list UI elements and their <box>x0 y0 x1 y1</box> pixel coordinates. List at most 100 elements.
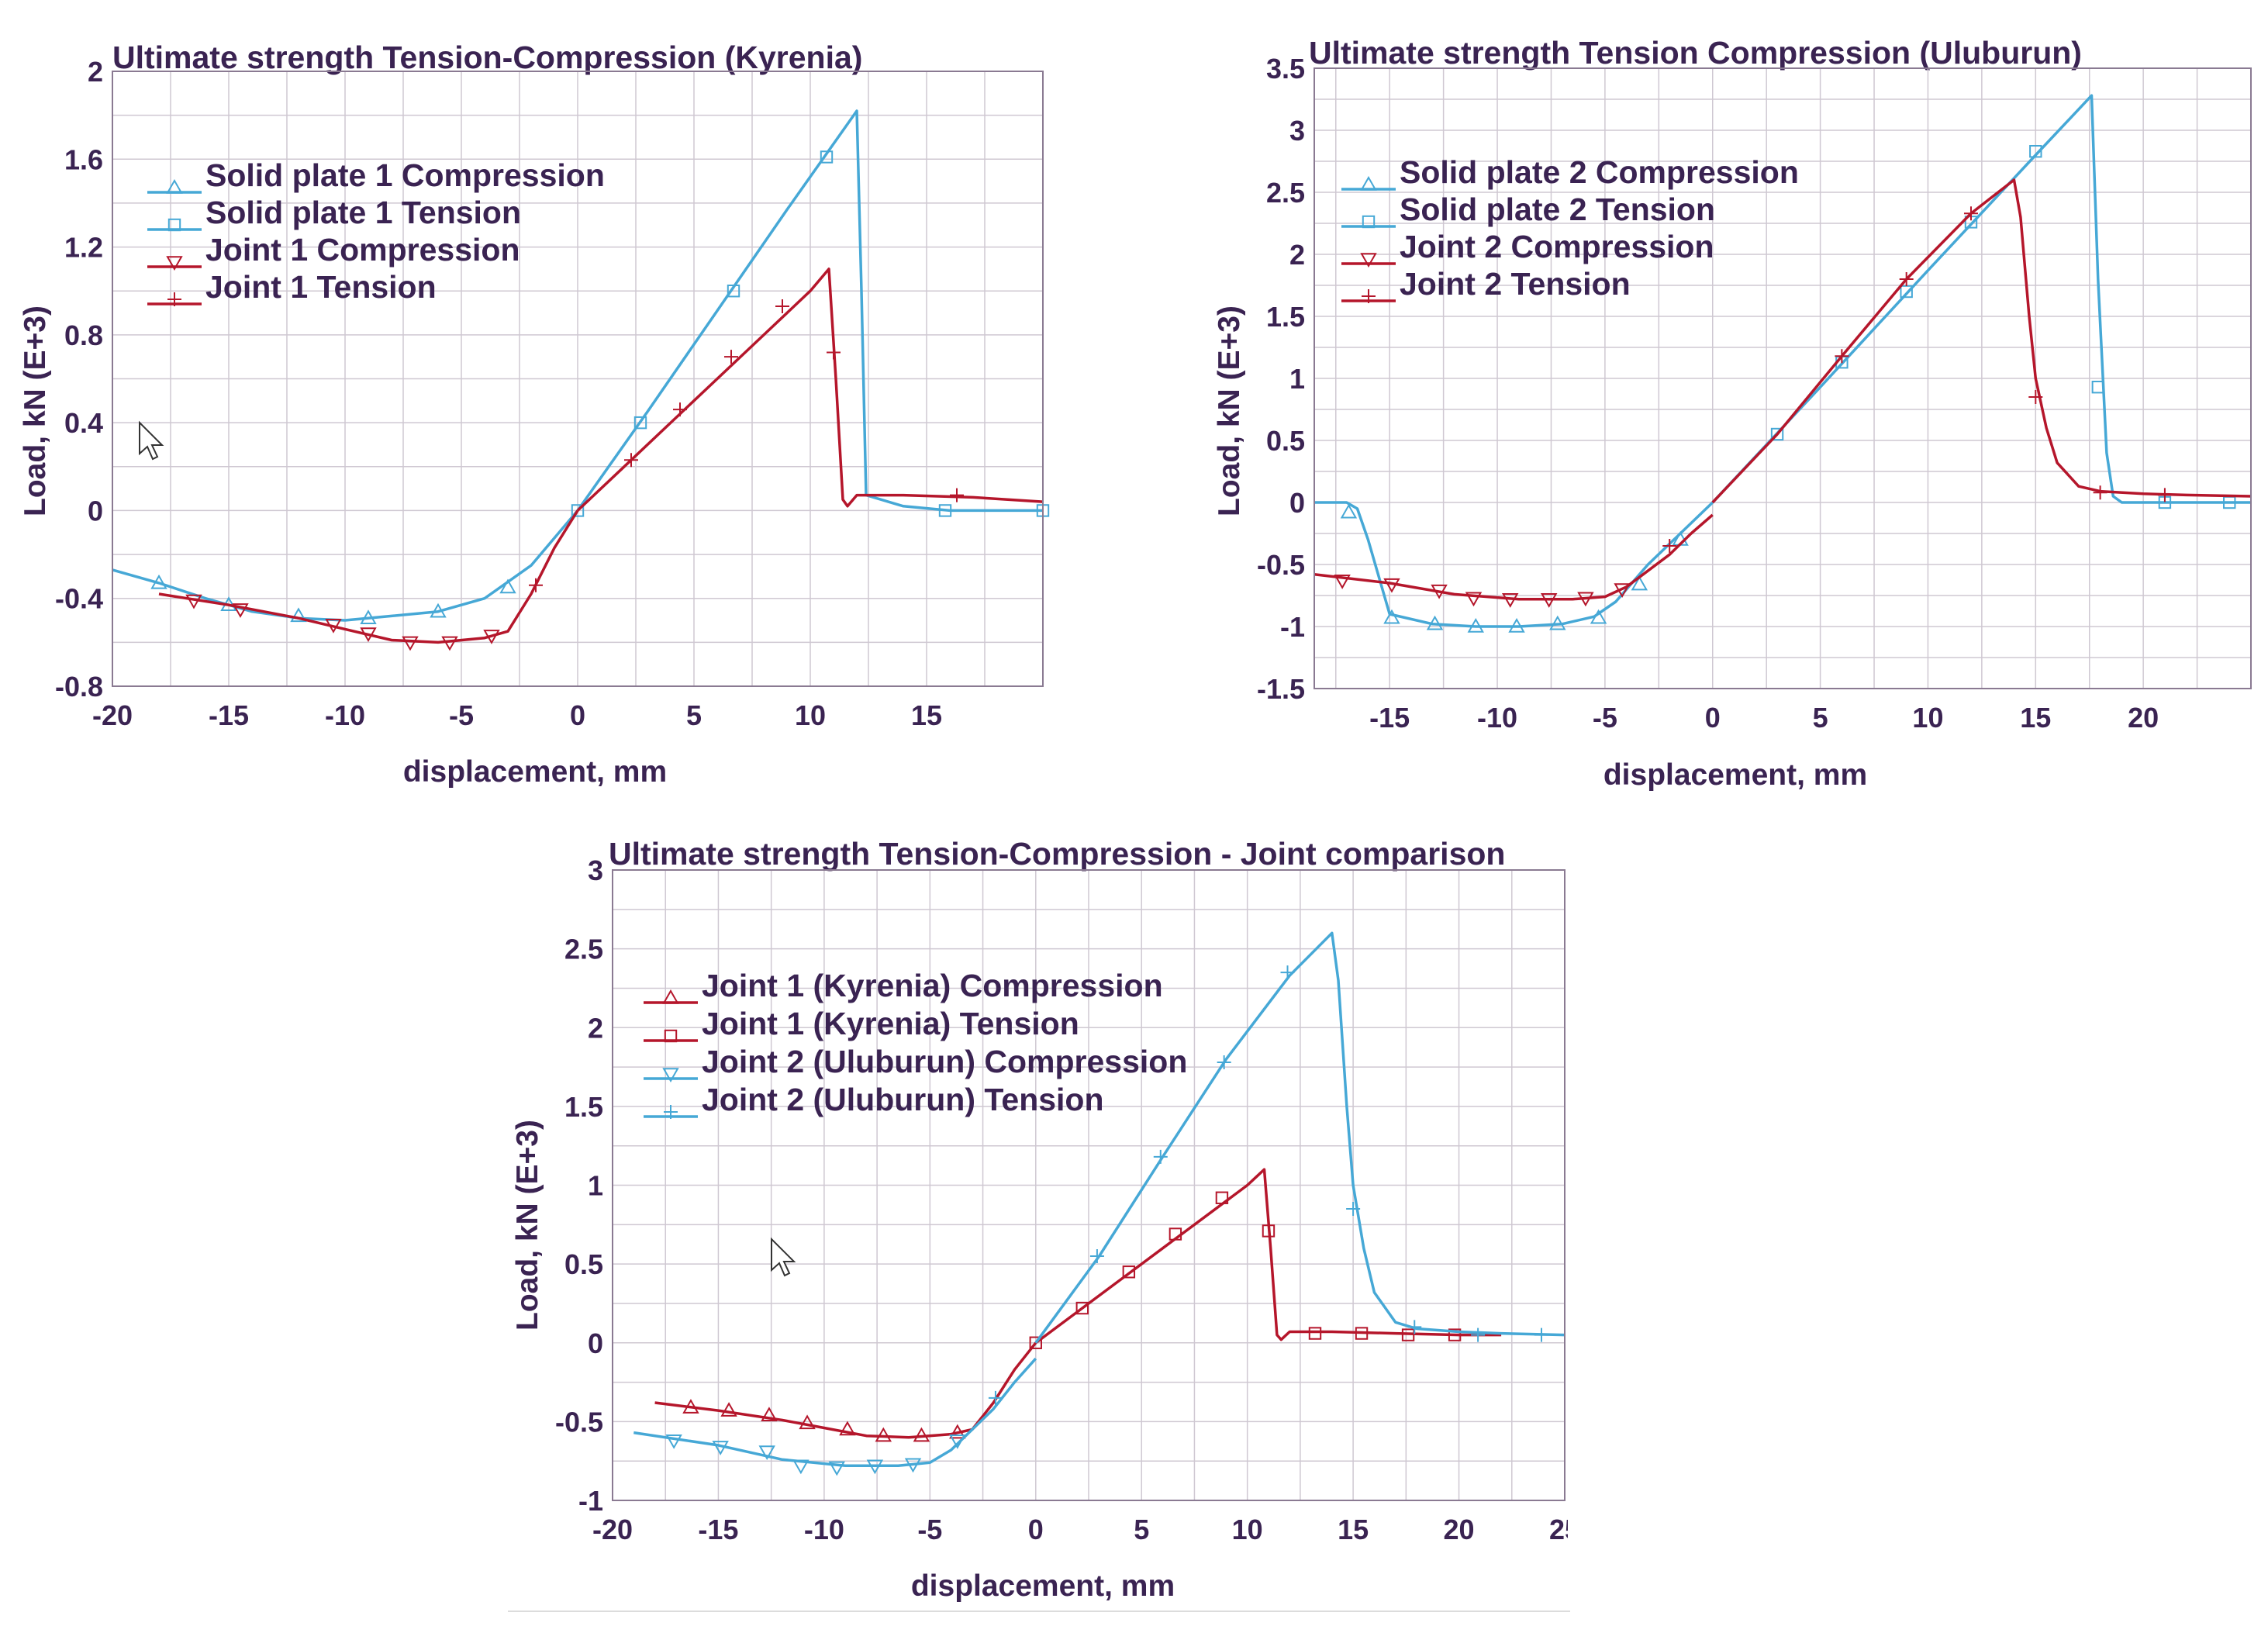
series-point <box>483 630 500 644</box>
y-tick-label: 2.5 <box>1266 177 1305 209</box>
series-point <box>1215 1191 1229 1204</box>
series-point <box>875 1427 892 1442</box>
y-tick-label: 1.6 <box>64 143 103 175</box>
series-point <box>827 345 841 360</box>
series-group <box>1314 94 2252 633</box>
x-tick-label: 20 <box>1444 1514 1475 1545</box>
legend-label: Solid plate 2 Compression <box>1400 154 1799 190</box>
series-point <box>1280 965 1295 980</box>
series-line <box>576 109 1043 513</box>
y-tick-label: 0 <box>88 495 103 526</box>
series-point <box>839 1421 856 1436</box>
y-tick-label: -1.5 <box>1257 673 1305 705</box>
mouse-cursor-icon <box>139 420 164 461</box>
x-tick-label: -10 <box>804 1514 844 1545</box>
series-point <box>185 594 202 609</box>
y-tick-label: 3 <box>1289 115 1305 147</box>
legend-marker <box>167 218 181 232</box>
series-line <box>158 509 579 644</box>
x-axis-label: displacement, mm <box>911 1569 1175 1603</box>
series-point <box>1508 617 1525 633</box>
series-point <box>720 1402 737 1417</box>
series-point <box>1467 617 1484 633</box>
series-point <box>1383 609 1400 624</box>
series-point <box>1401 1328 1415 1341</box>
series-point <box>828 1461 845 1476</box>
series-point <box>913 1427 930 1442</box>
series-point <box>1448 1328 1462 1341</box>
series-point <box>1835 349 1849 364</box>
grid <box>612 869 1566 1501</box>
plot-frame <box>612 869 1566 1501</box>
series-point <box>325 618 342 634</box>
y-tick-label: 0.8 <box>64 319 103 351</box>
series-point <box>2093 485 2107 500</box>
series-point <box>950 488 964 502</box>
series-point <box>1169 1227 1182 1241</box>
legend-marker <box>664 1029 678 1043</box>
legend-marker <box>167 292 181 306</box>
x-axis-label: displacement, mm <box>403 755 667 789</box>
x-tick-label: -20 <box>92 699 133 731</box>
series-point <box>1501 593 1519 608</box>
x-tick-label: -20 <box>592 1514 633 1545</box>
series-point <box>665 1434 682 1449</box>
x-tick-label: 15 <box>2020 702 2051 734</box>
series-point <box>988 1390 1003 1405</box>
series-point <box>866 1459 884 1475</box>
series-point <box>792 1459 810 1475</box>
y-tick-label: -0.5 <box>555 1406 603 1438</box>
series-point <box>1089 1248 1104 1263</box>
chart-kyrenia: Ultimate strength Tension-Compression (K… <box>19 40 1050 789</box>
axis-ticks: -20 -15 -10 -5 0 5 10 15 -0.8 -0.4 0 0.4 0.8 1.2 1.6 2 <box>55 56 942 731</box>
legend-label: Joint 2 Compression <box>1400 229 1714 264</box>
series-point <box>1770 427 1784 441</box>
series-point <box>1308 1327 1322 1340</box>
x-tick-label: -15 <box>1369 702 1410 734</box>
series-line <box>1711 94 2251 504</box>
series-point <box>360 609 377 624</box>
series-point <box>402 636 419 651</box>
chart-title: Ultimate strength Tension-Compression - … <box>609 836 1505 872</box>
series-group <box>633 931 1566 1476</box>
series-point <box>1540 593 1558 608</box>
series-line <box>633 1357 1037 1468</box>
x-tick-label: -10 <box>1477 702 1517 734</box>
legend-marker <box>662 1068 679 1083</box>
chart-uluburun: Ultimate strength Tension Compression (U… <box>1213 35 2252 792</box>
x-tick-label: -15 <box>209 699 249 731</box>
legend-marker <box>662 989 679 1004</box>
series-point <box>1471 1327 1486 1342</box>
series-point <box>624 453 638 468</box>
x-tick-label: 5 <box>686 699 702 731</box>
series-point <box>1262 1224 1276 1238</box>
series-point <box>529 578 543 592</box>
series-point <box>938 504 952 517</box>
mouse-cursor-icon <box>771 1237 796 1277</box>
series-point <box>1383 578 1400 593</box>
crop-mask <box>1568 1504 1661 1551</box>
chart-joint-comparison: Ultimate strength Tension-Compression - … <box>511 836 1580 1603</box>
y-tick-label: 2.5 <box>564 934 603 965</box>
series-point <box>1346 1201 1361 1216</box>
series-line <box>112 509 579 622</box>
series-point <box>727 285 740 298</box>
legend-marker <box>1360 253 1377 268</box>
series-point <box>820 150 834 164</box>
legend-marker <box>1360 175 1377 191</box>
x-tick-label: 5 <box>1134 1514 1149 1545</box>
series-point <box>1590 609 1607 624</box>
series-group <box>112 109 1050 651</box>
series-point <box>2157 488 2172 502</box>
series-point <box>1075 1301 1089 1315</box>
x-tick-label: 10 <box>1912 702 1943 734</box>
series-point <box>949 1424 966 1439</box>
series-point <box>360 627 377 643</box>
legend-label: Solid plate 1 Compression <box>205 157 605 193</box>
x-tick-label: 10 <box>1232 1514 1263 1545</box>
y-tick-label: 1.5 <box>1266 301 1305 333</box>
plot-frame <box>1314 67 2252 689</box>
legend-label: Joint 1 Compression <box>205 232 520 268</box>
y-tick-label: 0 <box>1289 487 1305 519</box>
